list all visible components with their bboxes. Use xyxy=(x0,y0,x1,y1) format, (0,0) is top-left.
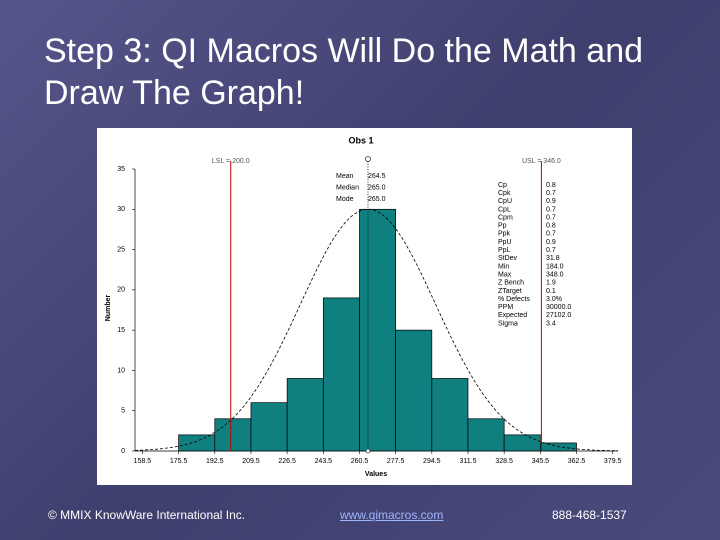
center-stat-label: Median xyxy=(336,184,359,191)
stat-value: 31.8 xyxy=(546,255,560,262)
y-tick-label: 15 xyxy=(117,327,125,334)
y-tick-label: 35 xyxy=(117,166,125,173)
mean-marker xyxy=(365,156,371,162)
center-stat-value: 264.5 xyxy=(368,173,386,180)
x-tick-label: 311.5 xyxy=(459,458,476,465)
stat-value: 0.7 xyxy=(546,206,556,213)
stat-value: 184.0 xyxy=(546,263,564,270)
x-tick-label: 175.5 xyxy=(170,458,188,465)
stat-value: 0.7 xyxy=(546,190,556,197)
stat-label: Sigma xyxy=(498,320,518,327)
stat-label: Max xyxy=(498,271,512,278)
stat-value: 0.8 xyxy=(546,223,556,230)
stat-value: 0.7 xyxy=(546,247,556,254)
stat-value: 348.0 xyxy=(546,271,564,278)
chart-title: Obs 1 xyxy=(348,135,373,145)
x-tick-label: 243.5 xyxy=(315,458,333,465)
bar xyxy=(395,329,433,452)
slide-title: Step 3: QI Macros Will Do the Math and D… xyxy=(44,32,644,112)
stat-value: 3.0% xyxy=(546,296,562,303)
stat-label: Z Bench xyxy=(498,280,524,287)
x-tick-label: 345.5 xyxy=(532,458,550,465)
center-stat-label: Mean xyxy=(336,173,354,180)
x-tick-label: 260.5 xyxy=(351,458,369,465)
stat-label: CpL xyxy=(498,206,511,213)
stat-value: 0.9 xyxy=(546,239,556,246)
x-axis-label: Values xyxy=(365,471,387,478)
bar xyxy=(322,297,360,452)
stat-value: 3.4 xyxy=(546,320,556,327)
bar xyxy=(178,434,216,452)
stat-value: 30000.0 xyxy=(546,304,571,311)
stat-value: 0.9 xyxy=(546,198,556,205)
y-tick-label: 0 xyxy=(121,448,125,455)
footer-copyright: © MMIX KnowWare International Inc. xyxy=(48,508,246,522)
center-stat-label: Mode xyxy=(336,196,354,203)
y-axis-label: Number xyxy=(105,295,112,322)
stat-label: Cpk xyxy=(498,190,511,197)
center-stat-value: 265.0 xyxy=(368,196,386,203)
stat-value: 0.7 xyxy=(546,231,556,238)
bar xyxy=(359,208,396,452)
stat-label: Cpm xyxy=(498,214,513,221)
bar xyxy=(467,418,505,452)
stat-label: StDev xyxy=(498,255,518,262)
x-tick-label: 362.5 xyxy=(568,458,586,465)
stat-label: PpU xyxy=(498,239,512,246)
stat-label: Cp xyxy=(498,182,507,189)
x-tick-label: 294.5 xyxy=(423,458,441,465)
y-tick-label: 5 xyxy=(121,408,125,415)
x-tick-label: 379.5 xyxy=(604,458,622,465)
bar xyxy=(539,442,577,452)
bar xyxy=(431,378,469,452)
y-tick-label: 30 xyxy=(117,206,125,213)
stat-value: 1.9 xyxy=(546,280,556,287)
stat-label: PpL xyxy=(498,247,511,254)
stat-value: 27102.0 xyxy=(546,312,571,319)
stat-value: 0.8 xyxy=(546,182,556,189)
x-tick-label: 226.5 xyxy=(278,458,296,465)
bar xyxy=(214,418,252,452)
stat-label: Pp xyxy=(498,223,507,230)
bar xyxy=(250,402,288,452)
x-tick-label: 158.5 xyxy=(134,458,152,465)
y-tick-label: 25 xyxy=(117,246,125,253)
mean-marker xyxy=(365,448,371,454)
y-tick-label: 10 xyxy=(117,367,125,374)
spec-label: LSL = 200.0 xyxy=(212,158,250,165)
stat-label: CpU xyxy=(498,198,512,205)
stat-label: ZTarget xyxy=(498,288,522,295)
footer-phone: 888-468-1537 xyxy=(552,508,627,522)
bar xyxy=(503,434,541,452)
stat-value: 0.1 xyxy=(546,288,556,295)
stat-label: Ppk xyxy=(498,231,511,238)
x-tick-label: 328.5 xyxy=(495,458,513,465)
stat-label: Expected xyxy=(498,312,527,319)
x-tick-label: 192.5 xyxy=(206,458,224,465)
stat-label: PPM xyxy=(498,304,513,311)
y-tick-label: 20 xyxy=(117,287,125,294)
center-stat-value: 265.0 xyxy=(368,184,386,191)
spec-label: USL = 346.0 xyxy=(522,158,561,165)
stat-label: Min xyxy=(498,263,509,270)
stat-value: 0.7 xyxy=(546,214,556,221)
x-tick-label: 209.5 xyxy=(242,458,260,465)
footer-link[interactable]: www.qimacros.com xyxy=(340,508,444,522)
stat-label: % Defects xyxy=(498,296,530,303)
bar xyxy=(286,378,324,452)
x-tick-label: 277.5 xyxy=(387,458,405,465)
